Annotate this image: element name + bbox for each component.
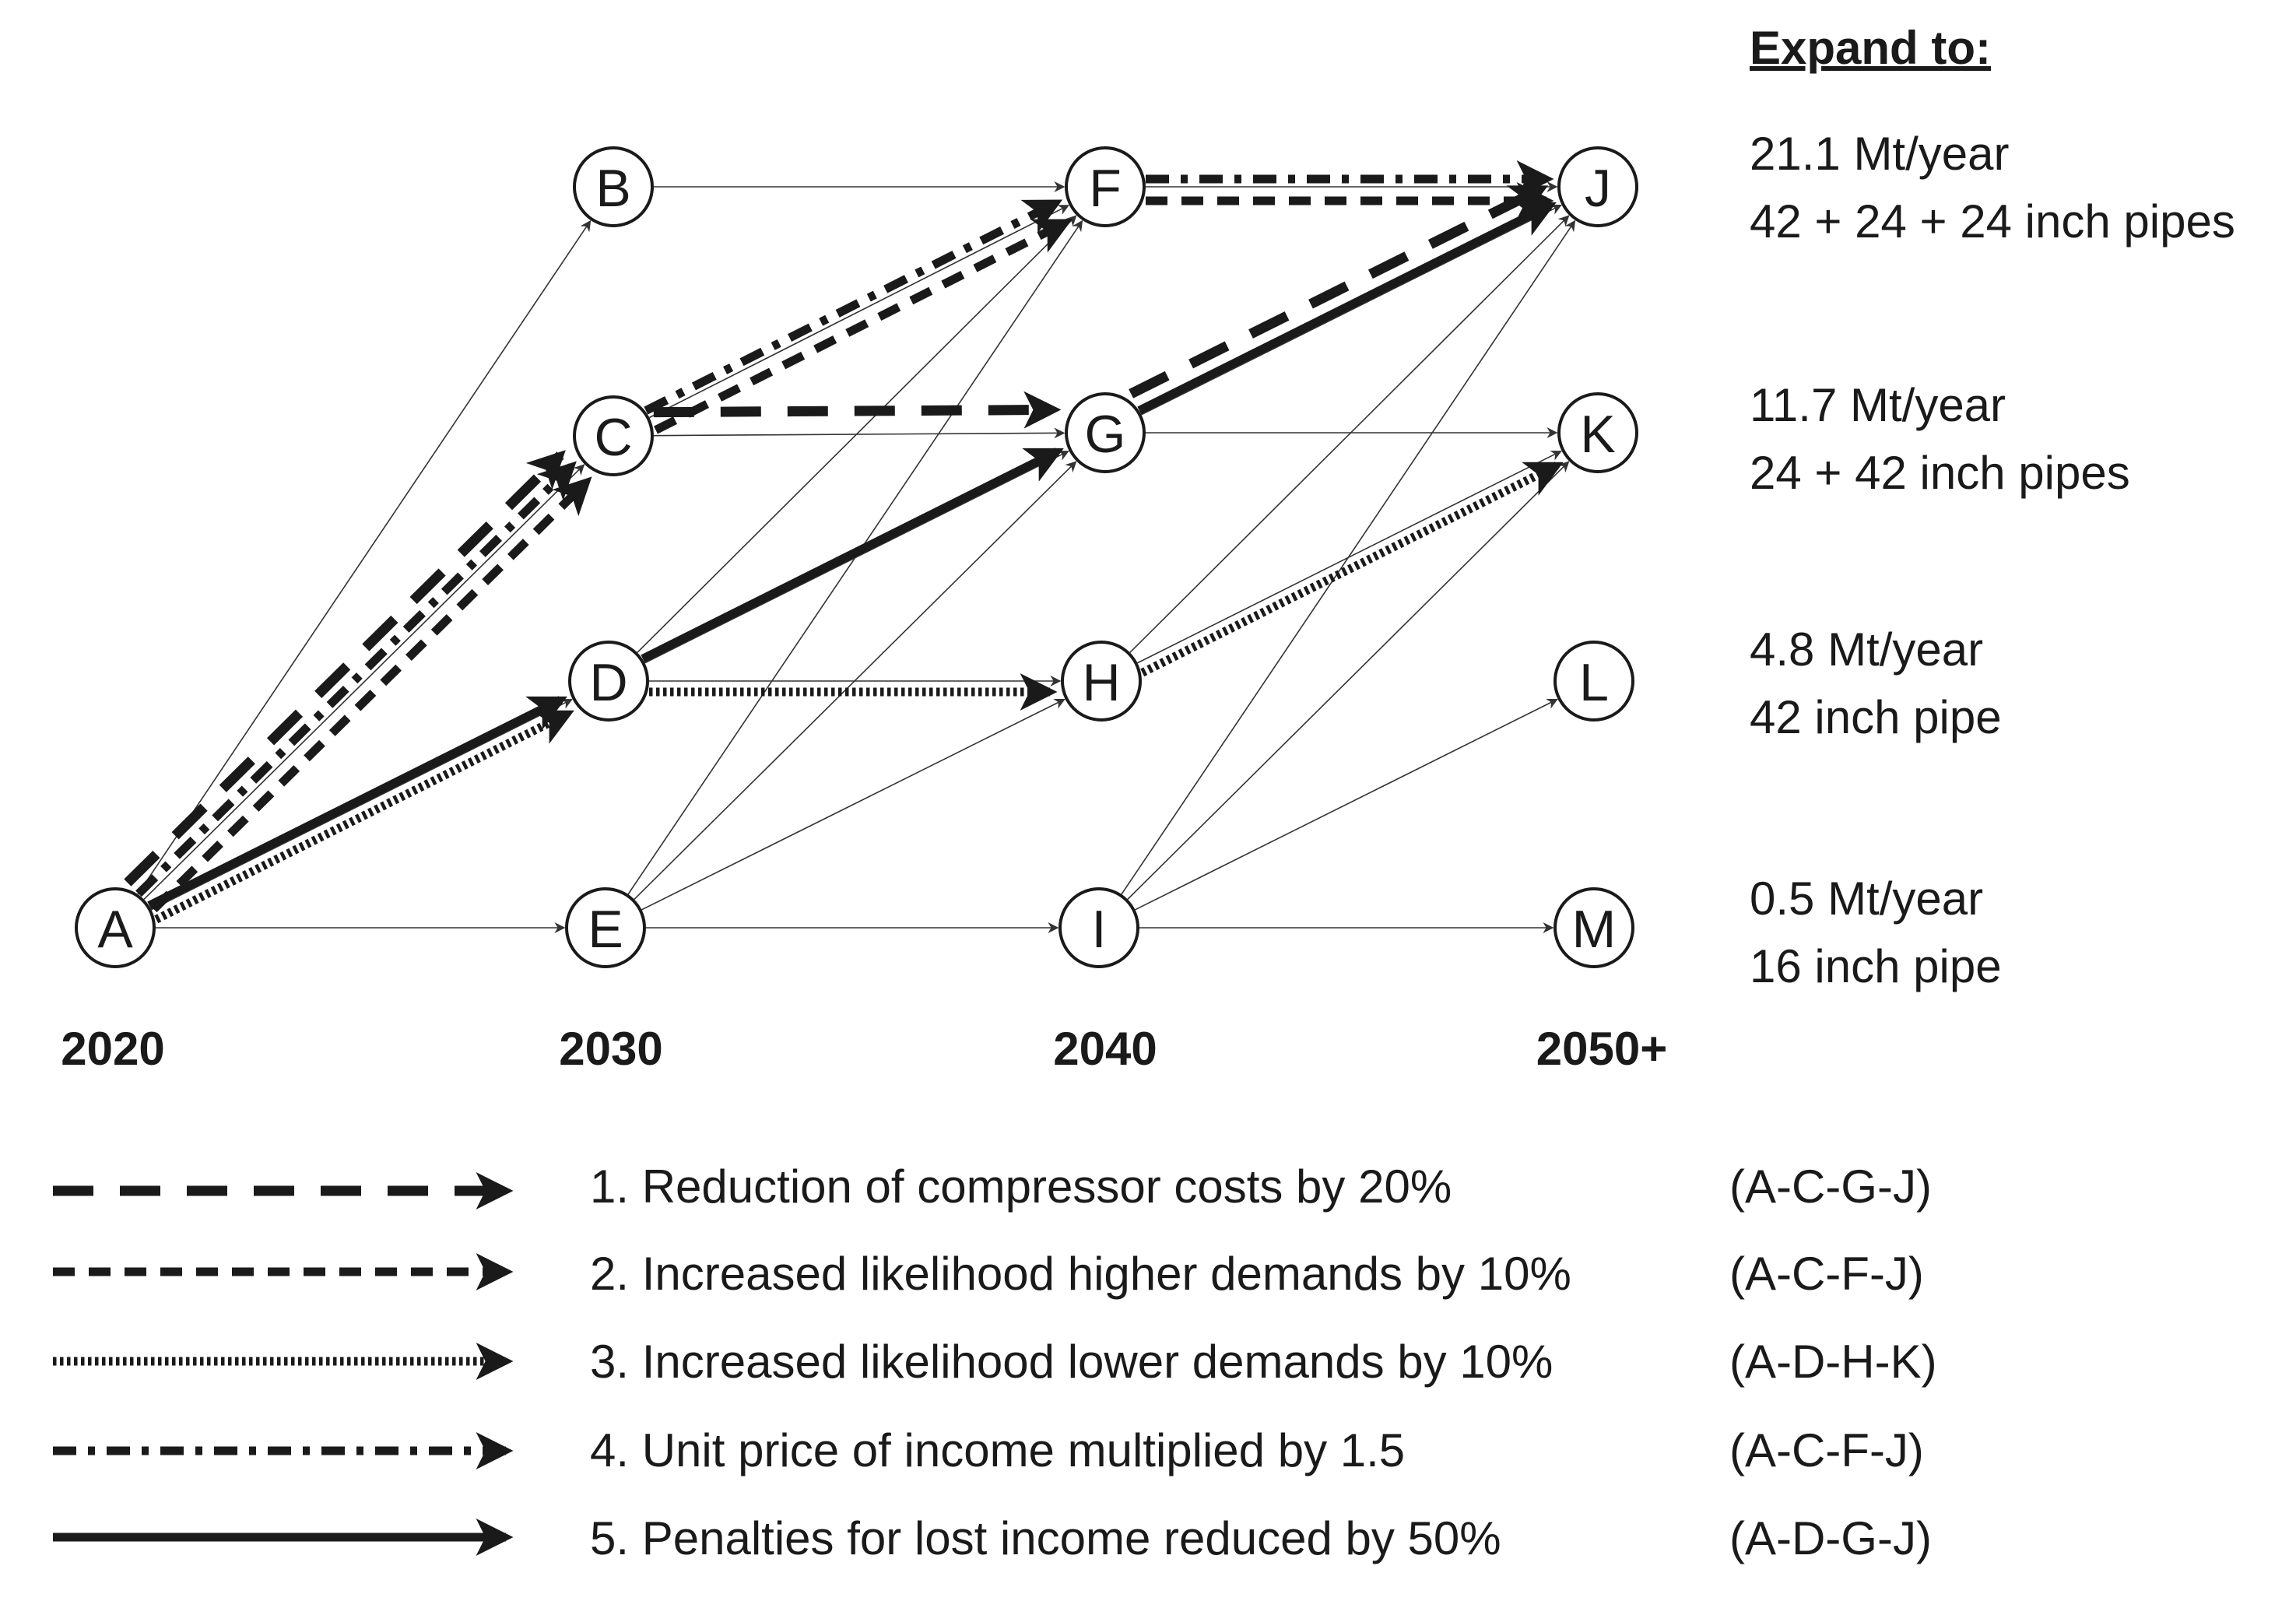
capacity-pipes: 24 + 42 inch pipes <box>1750 447 2130 499</box>
node-L: L <box>1553 641 1634 722</box>
node-E: E <box>565 887 646 968</box>
node-circle <box>1557 146 1638 227</box>
node-circle <box>1553 641 1634 722</box>
node-circle <box>1553 887 1634 968</box>
node-label: A <box>97 900 133 959</box>
node-M: M <box>1553 887 1634 968</box>
scenario-5-edge-G-J <box>1137 202 1557 415</box>
legend-label: 1. Reduction of compressor costs by 20% <box>590 1160 1452 1213</box>
edge-A-B <box>137 219 592 895</box>
node-F: F <box>1065 146 1146 227</box>
year-label: 2020 <box>61 1023 164 1075</box>
node-label: J <box>1585 159 1611 218</box>
node-circle <box>1061 641 1142 722</box>
node-label: M <box>1572 900 1617 959</box>
legend-label: 4. Unit price of income multiplied by 1.… <box>590 1424 1405 1476</box>
edge-C-F <box>649 205 1069 419</box>
node-label: L <box>1579 653 1609 712</box>
edge-E-G <box>634 461 1077 900</box>
node-K: K <box>1557 392 1638 473</box>
legend-path: (A-D-H-K) <box>1729 1336 1937 1388</box>
scenario-2-edge-C-F <box>654 218 1073 434</box>
legend-label: 2. Increased likelihood higher demands b… <box>590 1248 1571 1300</box>
capacity-pipes: 42 + 24 + 24 inch pipes <box>1750 195 2235 248</box>
scenario-5-edge-D-G <box>641 448 1064 663</box>
node-I: I <box>1058 887 1139 968</box>
edge-D-G <box>644 450 1069 664</box>
node-label: G <box>1085 405 1126 464</box>
edge-A-D <box>151 698 573 911</box>
capacity-rate: 11.7 Mt/year <box>1750 379 2006 431</box>
legend-path: (A-C-F-J) <box>1729 1424 1924 1476</box>
capacity-pipes: 42 inch pipe <box>1750 691 2002 743</box>
node-label: I <box>1092 900 1107 959</box>
capacity-rate: 4.8 Mt/year <box>1750 623 1983 676</box>
node-circle <box>1058 887 1139 968</box>
node-label: K <box>1580 405 1615 464</box>
edge-I-L <box>1135 698 1558 911</box>
legend-label: 3. Increased likelihood lower demands by… <box>590 1336 1553 1388</box>
scenario-3-edge-H-K <box>1140 462 1564 677</box>
legend-path: (A-C-G-J) <box>1729 1160 1932 1213</box>
node-circle <box>573 395 654 476</box>
edge-I-K <box>1127 461 1570 900</box>
node-label: F <box>1089 159 1122 218</box>
legend-label: 5. Penalties for lost income reduced by … <box>590 1512 1501 1564</box>
expand-heading: Expand to: <box>1750 22 1991 74</box>
edge-H-J <box>1129 215 1570 653</box>
capacity-pipes: 16 inch pipe <box>1750 940 2002 992</box>
node-label: B <box>595 159 630 218</box>
node-circle <box>75 887 156 968</box>
scenario-5-edge-A-D <box>147 696 567 910</box>
scenario-4-edge-A-C <box>135 461 577 897</box>
edge-D-F <box>637 215 1077 653</box>
node-label: D <box>589 653 627 712</box>
edge-G-J <box>1141 204 1562 416</box>
node-G: G <box>1065 392 1146 473</box>
legend: 1. Reduction of compressor costs by 20% … <box>53 1160 1937 1564</box>
node-circle <box>565 887 646 968</box>
scenario-paths <box>124 160 1564 924</box>
capacity-rate: 0.5 Mt/year <box>1750 872 1983 925</box>
node-circle <box>1065 146 1146 227</box>
node-circle <box>1557 392 1638 473</box>
node-label: E <box>588 900 623 959</box>
edge-E-H <box>641 698 1065 911</box>
nodes: A B C D E F G H I J K L M <box>75 146 1638 968</box>
legend-path: (A-D-G-J) <box>1729 1512 1932 1564</box>
node-circle <box>568 641 649 722</box>
scenario-1-edge-A-C <box>124 450 566 887</box>
year-label: 2040 <box>1053 1023 1157 1075</box>
node-D: D <box>568 641 649 722</box>
node-label: H <box>1082 653 1120 712</box>
node-J: J <box>1557 146 1638 227</box>
thin-edges <box>137 181 1576 933</box>
node-circle <box>1065 392 1146 473</box>
edge-A-C <box>143 464 585 901</box>
year-label: 2030 <box>559 1023 662 1075</box>
node-label: C <box>594 408 632 467</box>
edge-I-J <box>1121 219 1576 895</box>
node-H: H <box>1061 641 1142 722</box>
year-label: 2050+ <box>1536 1023 1668 1075</box>
scenario-4-edge-C-F <box>644 198 1063 415</box>
node-C: C <box>573 395 654 476</box>
node-A: A <box>75 887 156 968</box>
capacity-panel: Expand to: 21.1 Mt/year 42 + 24 + 24 inc… <box>1750 22 2235 992</box>
node-circle <box>573 146 654 227</box>
edge-C-G <box>653 427 1065 439</box>
legend-path: (A-C-F-J) <box>1729 1248 1924 1300</box>
edge-E-F <box>627 219 1083 895</box>
scenario-1-edge-G-J <box>1129 184 1549 398</box>
year-labels: 2020 2030 2040 2050+ <box>61 1023 1667 1075</box>
scenario-2-edge-A-C <box>150 476 592 913</box>
capacity-rate: 21.1 Mt/year <box>1750 128 2010 180</box>
scenario-1-edge-C-G <box>653 391 1062 429</box>
node-B: B <box>573 146 654 227</box>
